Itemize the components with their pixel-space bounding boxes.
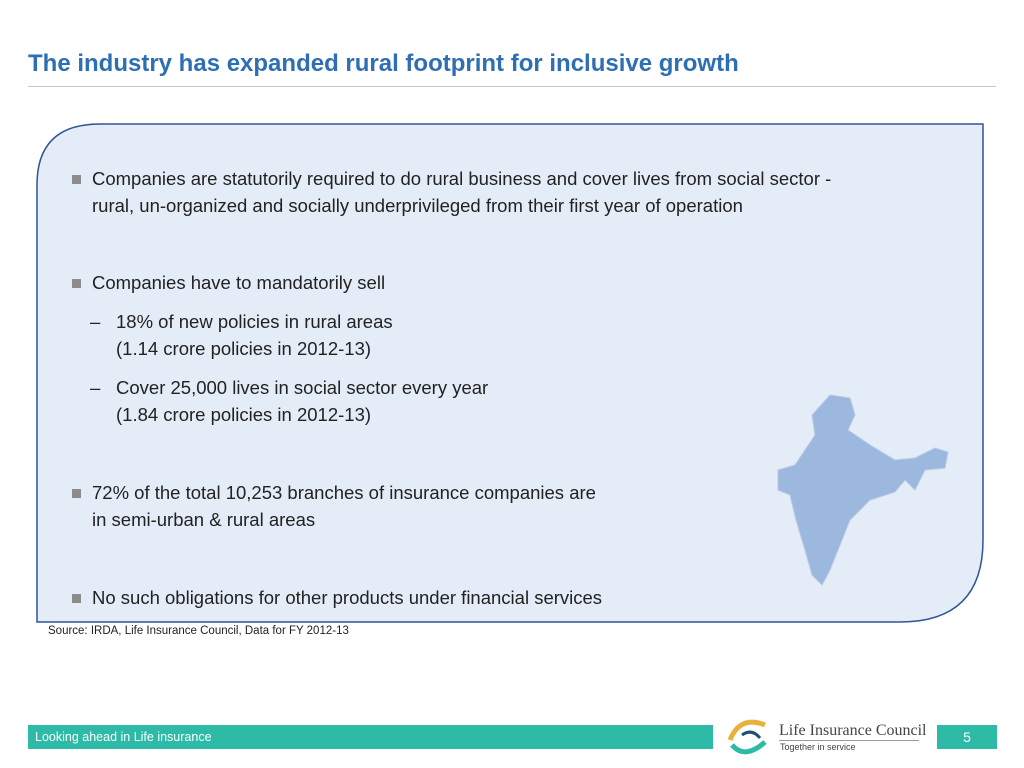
bullet-marker bbox=[72, 489, 81, 498]
sub-bullet-text: (1.84 crore policies in 2012-13) bbox=[116, 404, 372, 425]
source-note: Source: IRDA, Life Insurance Council, Da… bbox=[48, 625, 349, 637]
logo-arc bbox=[741, 730, 762, 739]
bullet-text: 72% of the total 10,253 branches of insu… bbox=[92, 482, 596, 503]
panel-shape bbox=[36, 123, 984, 623]
title-rule bbox=[28, 86, 996, 87]
sub-bullet-text: Cover 25,000 lives in social sector ever… bbox=[116, 377, 489, 398]
page-number: 5 bbox=[963, 729, 971, 745]
sub-bullet-text: 18% of new policies in rural areas bbox=[116, 311, 393, 332]
page-number-box bbox=[937, 725, 997, 749]
logo-arc bbox=[730, 740, 767, 755]
footer-tagline: Looking ahead in Life insurance bbox=[35, 730, 212, 744]
bullet-marker bbox=[72, 594, 81, 603]
logo-arc bbox=[727, 719, 766, 742]
logo-name: Life Insurance Council bbox=[779, 722, 927, 739]
india-map bbox=[777, 394, 949, 586]
bullet-text: Companies are statutorily required to do… bbox=[92, 168, 832, 189]
sub-bullet-text: (1.14 crore policies in 2012-13) bbox=[116, 338, 372, 359]
logo-rule bbox=[779, 740, 919, 741]
sub-bullet-marker: – bbox=[90, 377, 101, 398]
sub-bullet-marker: – bbox=[90, 311, 101, 332]
footer-bar bbox=[28, 725, 713, 749]
bullet-text: in semi-urban & rural areas bbox=[92, 509, 316, 530]
slide-title: The industry has expanded rural footprin… bbox=[28, 50, 739, 77]
bullet-marker bbox=[72, 175, 81, 184]
bullet-marker bbox=[72, 279, 81, 288]
bullet-text: rural, un-organized and socially underpr… bbox=[92, 195, 743, 216]
bullet-text: Companies have to mandatorily sell bbox=[92, 272, 386, 293]
bullet-text: No such obligations for other products u… bbox=[92, 587, 603, 608]
logo-slogan: Together in service bbox=[780, 742, 856, 752]
